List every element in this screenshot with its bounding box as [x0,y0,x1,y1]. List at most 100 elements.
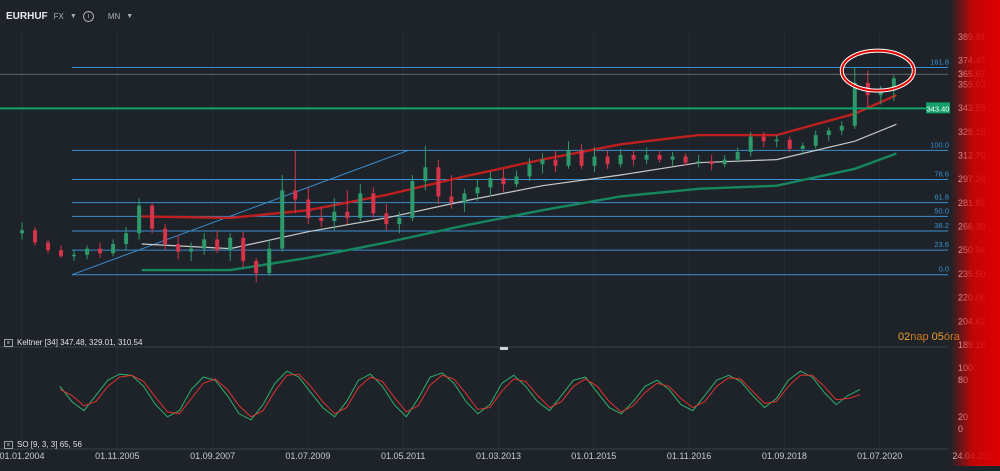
candle [553,150,558,172]
candle-body [553,159,558,166]
candle [254,257,259,283]
candle [46,239,51,254]
candle [345,190,350,225]
candle-body [189,248,194,252]
panel-resize-handle [500,347,508,350]
candle-body [267,248,272,274]
candle [33,227,38,246]
candle-body [332,211,337,221]
candle-body [33,230,38,243]
candle-body [358,193,363,218]
keltner-label-row: ≡ Keltner [34] 347.48, 329.01, 310.54 [4,338,142,347]
candle-countdown: 02nap 05óra [898,331,960,343]
candle [85,245,90,260]
keltner-mid-line [141,123,897,250]
candle [215,230,220,254]
candle-body [46,242,51,251]
candle-body [774,139,779,142]
candle [709,155,714,171]
fibonacci-level-label: 78.6 [934,170,949,179]
candle-body [137,205,142,234]
candle [111,239,116,257]
candle [59,245,64,258]
candle [137,197,142,240]
candle [579,144,584,169]
candle [20,222,24,240]
chart-header: EURHUF FX ▼ i MN ▼ [6,8,133,24]
x-tick-label: 01.09.2007 [190,451,235,461]
fibonacci-trendline [71,149,409,276]
timeframe-chevron-icon[interactable]: ▼ [126,12,134,20]
fibonacci-level-label: 38.2 [934,221,949,230]
candle [306,187,311,225]
candle [826,127,831,142]
candle [605,150,610,169]
fibonacci-level-label: 23.6 [934,240,949,249]
x-tick-label: 01.09.2018 [762,451,807,461]
fibonacci-level-label: 0.0 [939,265,949,274]
candle [163,224,168,251]
x-tick-label: 01.07.2009 [285,451,330,461]
x-tick-label: 01.01.2004 [0,451,45,461]
highlight-circle [840,49,915,92]
candle-body [657,155,662,160]
candle-body [748,136,753,152]
candle [98,242,103,258]
candle-body [696,161,701,163]
so-settings-icon[interactable]: ≡ [4,440,13,449]
candle-body [345,211,350,218]
candle-body [670,156,675,160]
timeframe-label[interactable]: MN [107,11,121,21]
candle-body [72,254,77,257]
candle-body [566,150,571,166]
candle [722,155,727,168]
so-label-row: ≡ SO [9, 3, 3] 65, 56 [4,440,82,449]
candle [293,150,298,214]
candle-body [618,155,623,165]
so-k-line [59,370,861,421]
candle-body [228,237,233,251]
candle-body [800,145,805,149]
candle [397,211,402,234]
info-icon[interactable]: i [82,10,94,22]
candles-layer [20,67,896,283]
annotation-layer: 343.40365.67 [0,48,986,114]
candle [449,174,454,209]
so-d-line [59,373,861,418]
candle [124,227,129,251]
candle-body [306,199,311,218]
candle [423,145,428,191]
candle [813,130,818,149]
countdown-value-days: 02 [898,331,911,343]
candle [475,179,480,202]
candle [696,155,701,168]
candle-body [436,167,441,197]
candle-body [163,228,168,245]
candle [436,159,441,205]
candle [228,233,233,261]
candle [319,207,324,228]
candle [488,171,493,197]
oscillator-layer: 10080200 [59,363,973,434]
countdown-value-hours: 05 [931,331,944,343]
chevron-down-icon[interactable]: ▼ [69,12,77,20]
candle [501,168,506,192]
candle-body [449,196,454,203]
keltner-layer [141,94,897,272]
candle-body [488,178,493,188]
candle [800,142,805,156]
horizontal-level-label: 343.40 [927,104,950,113]
indicator-settings-icon[interactable]: ≡ [4,338,13,347]
candle-body [59,250,64,257]
symbol-label[interactable]: EURHUF [6,10,48,22]
keltner-lower-line [141,152,897,272]
candle [176,234,181,260]
candle-body [631,155,636,160]
candle-body [384,213,389,225]
candle [384,204,389,231]
market-label: FX [53,11,64,21]
candle-body [371,193,376,214]
candle [189,242,194,261]
candle [683,153,688,166]
